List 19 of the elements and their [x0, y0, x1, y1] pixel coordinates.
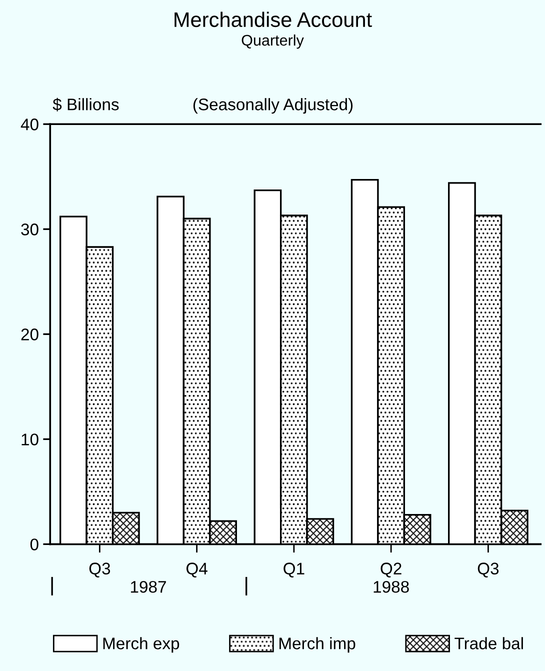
y-tick-label: 0 — [30, 538, 38, 550]
chart-subtitle: Quarterly — [242, 34, 304, 49]
text: 1988 — [374, 580, 409, 593]
legend-label: Merch exp — [103, 637, 180, 653]
x-tick-label: Q4 — [186, 562, 208, 578]
legend-label: Trade bal — [454, 637, 523, 650]
x-tick-label: Q1 — [284, 562, 304, 578]
y-tick-label: 40 — [20, 118, 38, 130]
x-tick-label: Q3 — [89, 562, 110, 578]
chart-title: Merchandise Account — [174, 12, 372, 28]
y-tick-label: 30 — [21, 224, 38, 236]
text: (Seasonally Adjusted) — [193, 98, 353, 114]
y-tick-label: 20 — [21, 328, 38, 340]
x-tick-label: Q2 — [380, 562, 402, 578]
legend-label: Merch imp — [280, 637, 356, 653]
text: 1987 — [130, 580, 166, 593]
y-axis-title: $ Billions — [52, 98, 119, 112]
x-tick-label: Q3 — [478, 562, 499, 578]
y-tick-label: 10 — [22, 434, 38, 446]
